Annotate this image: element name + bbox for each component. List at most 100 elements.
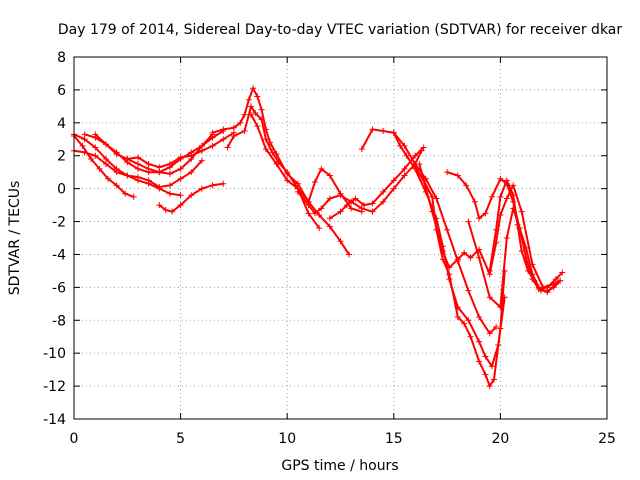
- data-point: [220, 126, 227, 133]
- data-point: [486, 294, 493, 301]
- data-point: [510, 192, 517, 199]
- data-point: [230, 124, 237, 131]
- data-point: [102, 156, 109, 163]
- y-axis-label: SDTVAR / TECUs: [7, 181, 23, 296]
- data-point: [503, 177, 510, 184]
- data-point: [258, 116, 265, 123]
- data-point: [465, 317, 472, 324]
- data-point: [446, 264, 453, 271]
- data-point: [486, 330, 493, 337]
- data-point: [557, 277, 564, 284]
- data-point: [497, 304, 504, 311]
- data-point: [145, 160, 152, 167]
- data-point: [454, 256, 461, 263]
- data-point: [510, 182, 517, 189]
- data-point: [369, 208, 376, 215]
- data-point: [497, 175, 504, 182]
- y-tick-label: 6: [57, 83, 66, 99]
- series-line: [360, 128, 497, 335]
- data-point: [177, 175, 184, 182]
- x-tick-label: 20: [491, 431, 509, 447]
- data-point: [358, 146, 365, 153]
- data-point: [102, 141, 109, 148]
- x-tick-label: 10: [278, 431, 296, 447]
- y-tick-label: -2: [52, 215, 66, 231]
- data-point: [188, 152, 195, 159]
- data-point: [316, 211, 323, 218]
- data-point: [220, 136, 227, 143]
- data-point: [326, 172, 333, 179]
- y-tick-label: -10: [43, 346, 66, 362]
- y-tick-label: -4: [52, 247, 66, 263]
- data-point: [134, 165, 141, 172]
- data-point: [166, 160, 173, 167]
- series-line: [226, 105, 321, 229]
- data-point: [439, 256, 446, 263]
- data-point: [209, 182, 216, 189]
- data-point: [467, 254, 474, 261]
- data-point: [412, 164, 419, 171]
- data-point: [156, 202, 163, 209]
- data-point: [92, 144, 99, 151]
- data-point: [488, 193, 495, 200]
- data-point: [156, 164, 163, 171]
- data-point: [177, 192, 184, 199]
- data-point: [273, 160, 280, 167]
- series-layer: [71, 85, 566, 390]
- data-point: [145, 180, 152, 187]
- y-tick-label: 4: [57, 116, 66, 132]
- series-line: [297, 150, 423, 215]
- chart-title: Day 179 of 2014, Sidereal Day-to-day VTE…: [58, 22, 623, 38]
- data-point: [544, 287, 551, 294]
- data-point: [326, 215, 333, 222]
- data-point: [476, 313, 483, 320]
- ticks: 0 5 10 15 20 25 -14 -12 -10 -8 -6 -4 -2 0 2 4 6 8: [43, 50, 616, 447]
- data-point: [488, 363, 495, 370]
- data-point: [429, 193, 436, 200]
- data-point: [166, 170, 173, 177]
- grid: [74, 57, 607, 419]
- data-point: [369, 126, 376, 133]
- data-point: [493, 226, 500, 233]
- data-point: [188, 169, 195, 176]
- y-tick-label: -8: [52, 313, 66, 329]
- data-point: [463, 182, 470, 189]
- data-point: [177, 202, 184, 209]
- data-point: [390, 185, 397, 192]
- data-point: [318, 165, 325, 172]
- data-point: [522, 244, 529, 251]
- series-sat-o: [412, 164, 508, 390]
- y-tick-label: -12: [43, 379, 66, 395]
- data-point: [525, 267, 532, 274]
- data-point: [284, 177, 291, 184]
- data-point: [531, 277, 538, 284]
- data-point: [113, 149, 120, 156]
- data-point: [113, 165, 120, 172]
- plot-frame: [73, 56, 608, 420]
- data-point: [124, 156, 131, 163]
- data-point: [188, 192, 195, 199]
- data-point: [92, 131, 99, 138]
- series-sat-m: [358, 126, 500, 337]
- y-tick-label: -6: [52, 280, 66, 296]
- data-point: [412, 152, 419, 159]
- data-point: [198, 147, 205, 154]
- data-point: [420, 144, 427, 151]
- data-point: [326, 223, 333, 230]
- series-sat-f: [124, 129, 237, 171]
- series-line: [73, 135, 135, 198]
- data-point: [245, 96, 252, 103]
- data-point: [247, 103, 254, 110]
- data-point: [503, 235, 510, 241]
- data-point: [79, 142, 86, 149]
- data-point: [254, 123, 261, 130]
- data-point: [439, 248, 446, 255]
- data-point: [294, 188, 301, 195]
- data-point: [476, 338, 483, 345]
- x-tick-label: 25: [598, 431, 616, 447]
- x-tick-label: 15: [385, 431, 403, 447]
- data-point: [444, 226, 451, 233]
- data-point: [416, 160, 423, 167]
- data-point: [311, 179, 318, 186]
